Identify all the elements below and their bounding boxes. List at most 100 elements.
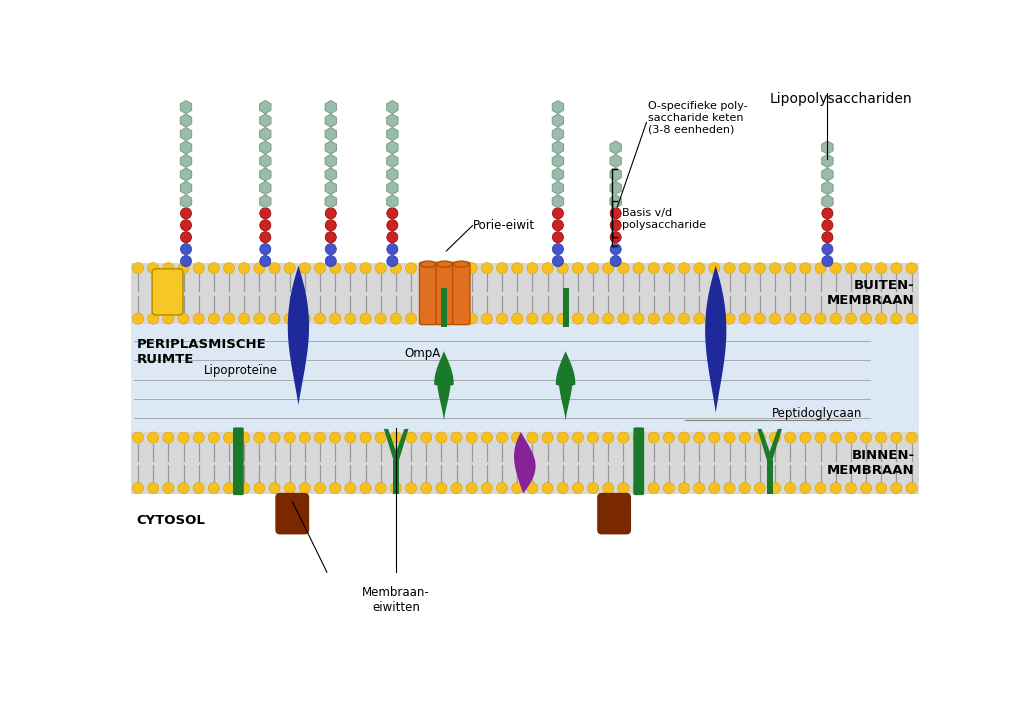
Circle shape xyxy=(326,232,336,243)
Circle shape xyxy=(132,432,143,443)
Polygon shape xyxy=(610,168,622,181)
Circle shape xyxy=(891,313,902,324)
Circle shape xyxy=(800,313,811,324)
Circle shape xyxy=(906,262,918,274)
Circle shape xyxy=(451,262,462,274)
Circle shape xyxy=(891,432,902,443)
Polygon shape xyxy=(387,114,398,127)
Polygon shape xyxy=(393,429,409,459)
Circle shape xyxy=(375,432,386,443)
Circle shape xyxy=(330,313,341,324)
Circle shape xyxy=(784,262,796,274)
Circle shape xyxy=(299,262,310,274)
Circle shape xyxy=(390,262,401,274)
Polygon shape xyxy=(821,141,834,154)
Circle shape xyxy=(421,262,432,274)
Circle shape xyxy=(387,220,398,231)
Polygon shape xyxy=(288,266,309,405)
Circle shape xyxy=(163,313,174,324)
Polygon shape xyxy=(325,181,337,194)
Circle shape xyxy=(693,262,705,274)
Circle shape xyxy=(147,313,159,324)
Circle shape xyxy=(664,482,675,494)
Polygon shape xyxy=(260,195,271,208)
Circle shape xyxy=(822,232,833,243)
Circle shape xyxy=(557,432,568,443)
Circle shape xyxy=(572,482,584,494)
Circle shape xyxy=(239,432,250,443)
Circle shape xyxy=(610,208,622,219)
Polygon shape xyxy=(556,351,575,421)
Circle shape xyxy=(552,208,563,219)
Circle shape xyxy=(163,432,174,443)
Circle shape xyxy=(822,255,833,267)
Circle shape xyxy=(299,482,310,494)
Circle shape xyxy=(269,313,281,324)
Circle shape xyxy=(497,432,508,443)
Circle shape xyxy=(648,482,659,494)
Circle shape xyxy=(860,262,871,274)
Circle shape xyxy=(466,313,477,324)
Circle shape xyxy=(679,313,689,324)
Circle shape xyxy=(588,482,599,494)
Circle shape xyxy=(314,482,326,494)
Circle shape xyxy=(572,432,584,443)
Polygon shape xyxy=(387,181,398,194)
Circle shape xyxy=(481,313,493,324)
Circle shape xyxy=(406,432,417,443)
Circle shape xyxy=(784,482,796,494)
Circle shape xyxy=(542,482,553,494)
Circle shape xyxy=(876,262,887,274)
Polygon shape xyxy=(260,141,271,154)
Circle shape xyxy=(815,432,826,443)
Bar xyxy=(131,432,920,494)
Circle shape xyxy=(147,482,159,494)
Circle shape xyxy=(451,482,462,494)
Polygon shape xyxy=(260,127,271,141)
Circle shape xyxy=(132,262,143,274)
Circle shape xyxy=(326,208,336,219)
Circle shape xyxy=(406,262,417,274)
Circle shape xyxy=(180,255,191,267)
Circle shape xyxy=(739,432,751,443)
Circle shape xyxy=(208,262,219,274)
Circle shape xyxy=(436,432,446,443)
Circle shape xyxy=(512,262,523,274)
Circle shape xyxy=(239,262,250,274)
Circle shape xyxy=(876,313,887,324)
Circle shape xyxy=(260,255,271,267)
Circle shape xyxy=(512,313,523,324)
Circle shape xyxy=(180,232,191,243)
Circle shape xyxy=(299,313,310,324)
Polygon shape xyxy=(552,155,563,168)
Text: Lipopolysacchariden: Lipopolysacchariden xyxy=(770,91,912,106)
Polygon shape xyxy=(387,141,398,154)
Polygon shape xyxy=(387,127,398,141)
FancyBboxPatch shape xyxy=(436,262,454,324)
Polygon shape xyxy=(821,181,834,194)
Circle shape xyxy=(724,262,735,274)
Circle shape xyxy=(481,482,493,494)
Polygon shape xyxy=(180,168,191,181)
Circle shape xyxy=(755,262,766,274)
Polygon shape xyxy=(514,432,536,494)
Circle shape xyxy=(784,432,796,443)
Circle shape xyxy=(284,313,295,324)
Polygon shape xyxy=(821,195,834,208)
Polygon shape xyxy=(180,114,191,127)
Circle shape xyxy=(610,232,622,243)
Circle shape xyxy=(542,262,553,274)
Circle shape xyxy=(390,482,401,494)
Circle shape xyxy=(147,262,159,274)
Polygon shape xyxy=(180,181,191,194)
Circle shape xyxy=(406,313,417,324)
Text: OmpA: OmpA xyxy=(403,347,440,360)
Polygon shape xyxy=(387,195,398,208)
Polygon shape xyxy=(260,168,271,181)
Circle shape xyxy=(648,262,659,274)
Circle shape xyxy=(709,482,720,494)
Circle shape xyxy=(755,313,766,324)
Circle shape xyxy=(526,262,538,274)
Circle shape xyxy=(390,313,401,324)
Circle shape xyxy=(769,262,780,274)
